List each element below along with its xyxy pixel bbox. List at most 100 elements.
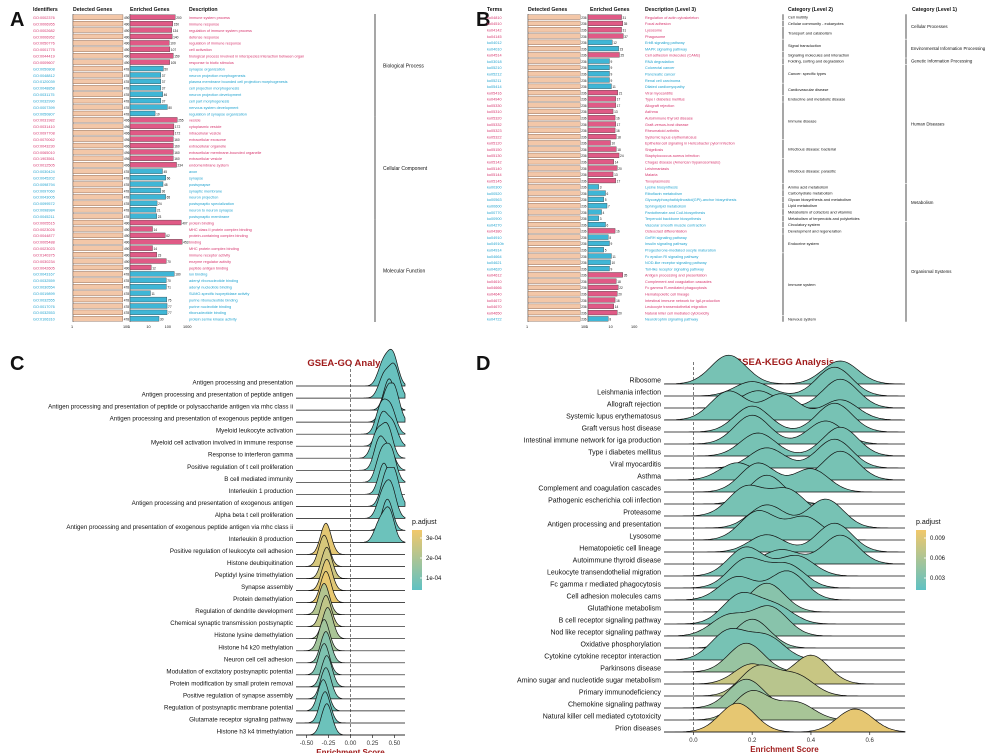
enriched-bar [587, 178, 616, 184]
row-id-b: ko04620 [487, 267, 502, 271]
enriched-bar [587, 134, 617, 140]
row-id-a: GO:0098984 [33, 209, 55, 213]
enriched-bar [129, 53, 174, 59]
row-id-a: GO:0065010 [33, 151, 55, 155]
row-description: Sphingolipid metabolism [645, 204, 686, 208]
row-description: purine ribonucleotide binding [189, 298, 238, 302]
detected-value: 236 [581, 236, 587, 240]
ridge-label-c: Histone lysine demethylation [214, 632, 293, 639]
panel-letter-a: A [10, 9, 24, 31]
detected-bar [72, 258, 124, 264]
detected-bar [527, 278, 581, 284]
row-description: regulation of immune system process [189, 29, 252, 33]
detected-value: 236 [581, 47, 587, 51]
enriched-bar [129, 284, 167, 290]
enriched-bar [129, 91, 163, 97]
enriched-bar [587, 196, 604, 202]
enriched-value: 8 [609, 318, 611, 322]
enriched-value: 75 [168, 298, 172, 302]
enriched-bar [587, 127, 616, 133]
row-description: Insulin signaling pathway [645, 242, 687, 246]
enriched-value: 37 [624, 35, 628, 39]
detected-value: 236 [581, 255, 587, 259]
x-tick-label-d: 0.6 [866, 738, 875, 744]
enriched-bar [129, 290, 151, 296]
row-id-a: GO:0098794 [33, 183, 55, 187]
detected-bar [72, 98, 123, 104]
row-description: regulation of immune response [189, 42, 241, 46]
table-header-a-1: Detected Genes [73, 7, 112, 13]
detected-value: 236 [581, 211, 587, 215]
enr-tick-label: 1 [128, 325, 130, 329]
detected-value: 496 [124, 164, 130, 168]
row-description: Focal adhesion [645, 22, 671, 26]
detected-bar [527, 90, 581, 96]
table-header-b-1: Detected Genes [528, 7, 567, 13]
detected-value: 236 [581, 286, 587, 290]
ridge-label-c: Positive regulation of synapse assembly [183, 692, 294, 699]
enriched-bar [129, 168, 163, 174]
enriched-bar [587, 247, 604, 253]
row-description: endomembrane system [189, 164, 229, 168]
row-id-b: ko05150 [487, 148, 502, 152]
detected-value: 236 [581, 305, 587, 309]
table-header-b-3: Description (Level 3) [645, 7, 696, 13]
x-tick-label-d: 0.4 [807, 738, 816, 744]
detected-bar [527, 196, 581, 202]
row-description: Glycosylphosphatidylinositol(GPI)-anchor… [645, 198, 736, 202]
row-id-b: ko05130 [487, 154, 502, 158]
x-axis-title-c: Enrichment Score [316, 748, 385, 753]
row-id-a: GO:0032553 [33, 311, 55, 315]
row-id-b: ko04510 [487, 22, 502, 26]
row-description: neuron projection development [189, 93, 242, 97]
detected-bar [72, 264, 124, 271]
enriched-bar [587, 234, 609, 240]
row-id-a: GO:0012505 [33, 164, 55, 168]
enriched-bar [129, 245, 153, 251]
enriched-value: 18 [617, 148, 621, 152]
detected-bar [527, 140, 581, 146]
enriched-bar [587, 303, 614, 309]
detected-value: 236 [581, 173, 587, 177]
enriched-bar [587, 240, 610, 246]
ridge-label-c: Histone deubiquitination [227, 560, 294, 567]
detected-value: 478 [124, 189, 130, 193]
ridge-d [664, 534, 906, 565]
enriched-value: 19 [156, 112, 160, 116]
detected-bar [72, 252, 124, 258]
detected-bar [527, 127, 581, 133]
ridge-label-c: Histone h3 k4 trimethylation [217, 729, 294, 736]
row-id-b: ko04672 [487, 299, 502, 303]
cat2-label: Immune system [788, 282, 815, 287]
row-description: ion binding [189, 273, 207, 277]
detected-value: 490 [124, 260, 130, 264]
row-id-b: ko04666 [487, 286, 502, 290]
detected-value: 478 [124, 298, 130, 302]
enriched-value: 255 [178, 119, 184, 123]
detected-value: 236 [581, 22, 587, 26]
row-description: nervous system development [189, 106, 239, 110]
ridge-label-c: Myeloid cell activation involved in immu… [151, 440, 294, 447]
detected-value: 478 [124, 279, 130, 283]
detected-bar [527, 77, 581, 83]
cat1-label: Metabolism [911, 200, 934, 205]
enriched-bar [129, 33, 173, 40]
enriched-bar [129, 130, 175, 136]
cat1-label: Cellular Processes [911, 24, 948, 29]
legend-title-d: p.adjust [916, 519, 941, 526]
row-id-b: ko00770 [487, 211, 502, 215]
det-tick-label: 100 [581, 325, 587, 329]
detected-bar [72, 123, 124, 129]
enriched-value: 234 [178, 164, 184, 168]
row-description: intracellular vesicle [189, 132, 221, 136]
enriched-bar [129, 123, 175, 129]
detected-bar [527, 297, 581, 303]
row-id-a: GO:0023023 [33, 247, 55, 251]
legend-title-c: p.adjust [412, 519, 437, 526]
row-id-b: ko00900 [487, 217, 502, 221]
detected-value: 490 [124, 228, 130, 232]
detected-value: 478 [124, 202, 130, 206]
ridge-d [664, 702, 906, 733]
detected-value: 490 [124, 241, 130, 245]
